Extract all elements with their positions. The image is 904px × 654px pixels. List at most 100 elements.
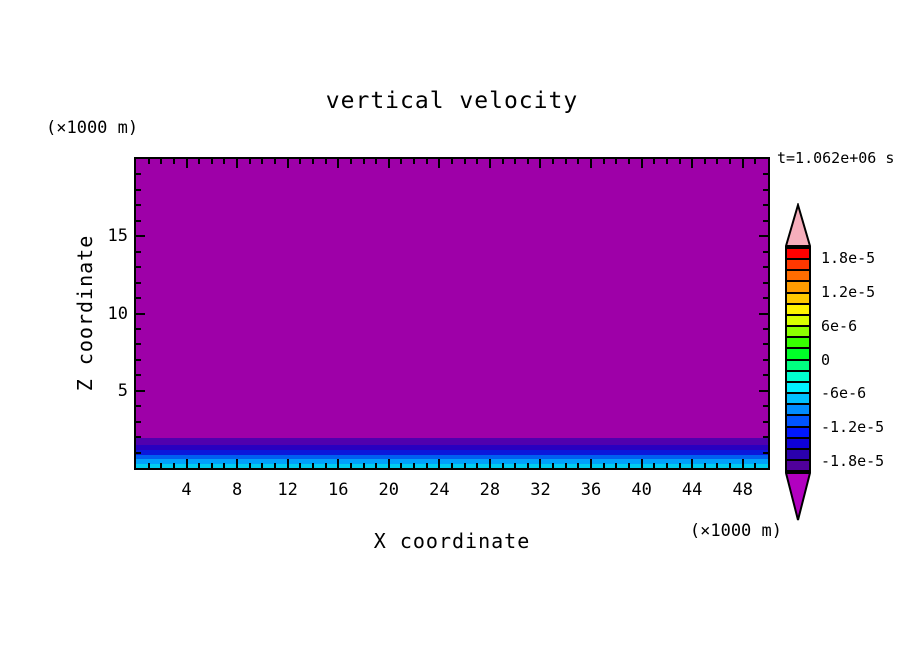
x-tick xyxy=(565,463,567,468)
y-tick xyxy=(763,359,768,361)
y-tick xyxy=(763,421,768,423)
x-tick xyxy=(413,463,415,468)
x-tick xyxy=(704,463,706,468)
colorbar-segment xyxy=(787,260,809,272)
colorbar-tick-label: -1.2e-5 xyxy=(821,418,885,436)
colorbar-segment xyxy=(787,327,809,339)
x-tick xyxy=(590,159,592,168)
x-tick xyxy=(363,463,365,468)
x-tick xyxy=(173,463,175,468)
surface-band xyxy=(136,445,768,450)
x-tick xyxy=(464,159,466,164)
x-tick xyxy=(653,463,655,468)
x-tick xyxy=(426,463,428,468)
y-tick xyxy=(763,282,768,284)
colorbar-segment xyxy=(787,315,809,328)
colorbar-under-arrow xyxy=(785,472,811,521)
x-tick xyxy=(375,463,377,468)
z-tick-label: 10 xyxy=(107,303,128,324)
y-tick xyxy=(136,266,141,268)
x-tick xyxy=(514,463,516,468)
surface-band xyxy=(136,459,768,464)
x-tick xyxy=(704,159,706,164)
y-tick xyxy=(763,204,768,206)
x-tick xyxy=(325,159,327,164)
y-tick xyxy=(136,374,141,376)
y-tick xyxy=(136,359,141,361)
colorbar-segment xyxy=(787,427,809,439)
x-tick xyxy=(148,463,150,468)
y-tick xyxy=(136,313,145,315)
y-tick xyxy=(763,405,768,407)
x-tick xyxy=(552,159,554,164)
x-tick-label: 32 xyxy=(530,480,551,500)
y-tick xyxy=(763,374,768,376)
x-tick-label: 12 xyxy=(277,480,298,500)
x-tick-label: 24 xyxy=(429,480,450,500)
x-tick xyxy=(742,459,744,468)
x-tick xyxy=(223,159,225,164)
x-tick-label: 8 xyxy=(231,480,243,500)
y-tick xyxy=(763,220,768,222)
x-tick xyxy=(691,159,693,168)
x-tick xyxy=(527,463,529,468)
x-tick xyxy=(514,159,516,164)
x-tick xyxy=(476,463,478,468)
field-region xyxy=(136,159,768,438)
x-tick xyxy=(628,159,630,164)
colorbar-segment xyxy=(787,249,809,261)
colorbar-segment xyxy=(787,304,809,316)
x-tick-label: 48 xyxy=(732,480,753,500)
x-tick xyxy=(299,463,301,468)
x-tick xyxy=(438,159,440,168)
y-tick xyxy=(136,235,145,237)
y-tick xyxy=(763,173,768,175)
x-tick xyxy=(628,463,630,468)
y-tick xyxy=(763,189,768,191)
y-tick xyxy=(136,251,141,253)
x-tick xyxy=(148,159,150,164)
x-tick xyxy=(476,159,478,164)
y-tick xyxy=(759,313,768,315)
x-tick xyxy=(325,463,327,468)
x-tick-label: 36 xyxy=(580,480,602,500)
x-tick xyxy=(160,159,162,164)
x-tick xyxy=(413,159,415,164)
x-tick xyxy=(603,159,605,164)
x-tick xyxy=(666,159,668,164)
colorbar-segment xyxy=(787,371,809,383)
y-tick xyxy=(136,173,141,175)
x-tick xyxy=(236,459,238,468)
x-tick xyxy=(160,463,162,468)
time-annotation: t=1.062e+06 s xyxy=(777,149,895,167)
x-axis-title: X coordinate xyxy=(373,529,531,553)
x-tick xyxy=(754,159,756,164)
z-tick-label: 15 xyxy=(107,226,128,247)
x-tick xyxy=(539,459,541,468)
x-tick xyxy=(236,159,238,168)
z-axis-unit: (×1000 m) xyxy=(46,118,139,138)
colorbar-tick-label: 1.8e-5 xyxy=(821,249,876,268)
colorbar-tick-label: 6e-6 xyxy=(821,316,858,335)
y-tick xyxy=(759,390,768,392)
x-tick xyxy=(312,463,314,468)
y-tick xyxy=(763,251,768,253)
x-tick xyxy=(615,463,617,468)
x-tick xyxy=(388,459,390,468)
x-tick xyxy=(603,463,605,468)
colorbar-segment xyxy=(787,394,809,406)
colorbar-segment xyxy=(787,349,809,361)
x-tick xyxy=(552,463,554,468)
colorbar-segment xyxy=(787,338,809,350)
y-tick xyxy=(136,220,141,222)
z-tick-label: 5 xyxy=(117,380,128,401)
x-tick xyxy=(198,463,200,468)
x-tick-label: 28 xyxy=(479,480,501,500)
colorbar-segment xyxy=(787,438,809,450)
y-tick xyxy=(763,328,768,330)
x-axis-unit: (×1000 m) xyxy=(689,521,782,541)
colorbar-tick-label: 0 xyxy=(821,350,831,369)
colorbar-segment xyxy=(787,405,809,417)
colorbar-segment xyxy=(787,360,809,372)
colorbar-segment xyxy=(787,449,809,461)
